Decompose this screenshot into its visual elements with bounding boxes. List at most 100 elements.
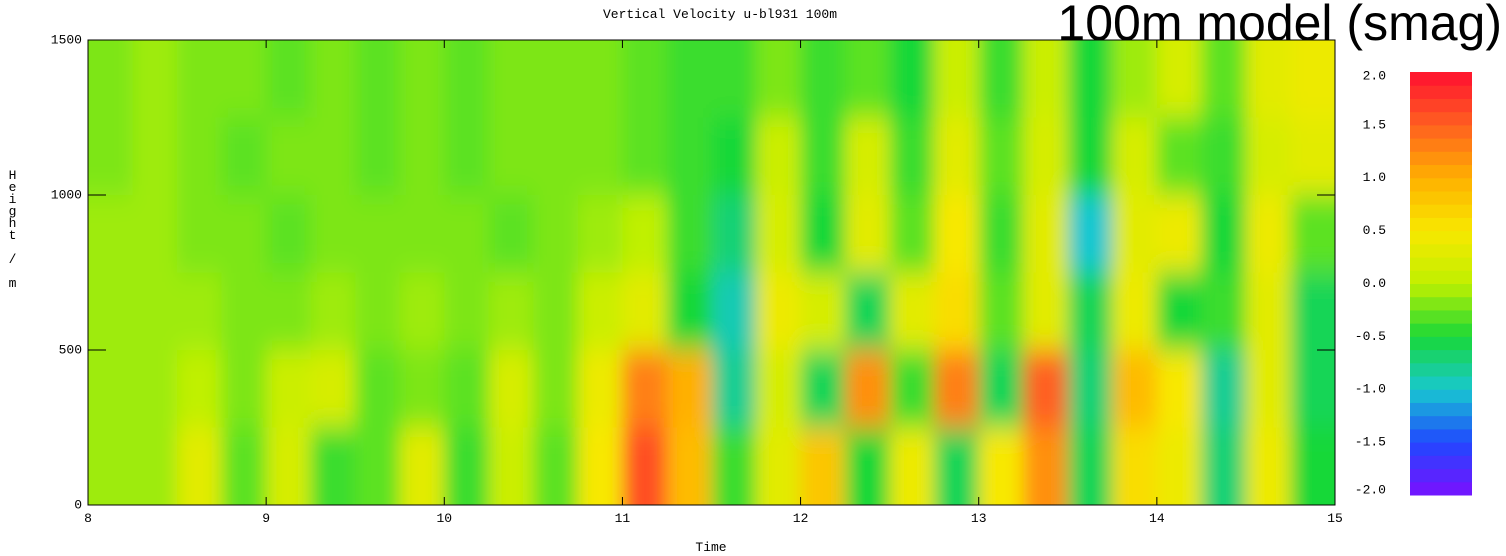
heat-cell — [488, 349, 534, 428]
heat-cell — [1201, 40, 1247, 118]
colorbar-tick-label: 1.5 — [1363, 117, 1386, 132]
heat-cell — [756, 117, 802, 195]
heat-cell — [889, 427, 935, 505]
heat-cell — [1067, 427, 1113, 505]
heat-cell — [533, 117, 579, 195]
heat-cell — [1201, 117, 1247, 195]
heat-cell — [444, 194, 490, 273]
colorbar-band — [1410, 468, 1472, 483]
heat-cell — [533, 272, 579, 350]
heat-cell — [1023, 427, 1069, 505]
heat-cell — [399, 40, 445, 118]
heat-cell — [399, 272, 445, 350]
heat-cell — [177, 117, 223, 195]
heat-cell — [221, 40, 267, 118]
heat-cell — [845, 40, 891, 118]
heat-cell — [1245, 272, 1291, 350]
heat-cell — [800, 117, 846, 195]
plot-area — [88, 40, 1335, 505]
colorbar-band — [1410, 309, 1472, 324]
colorbar-band — [1410, 164, 1472, 179]
colorbar-band — [1410, 230, 1472, 245]
x-axis-label: Time — [695, 540, 726, 555]
heat-cell — [666, 272, 712, 350]
heat-cell — [132, 349, 178, 428]
heat-cell — [444, 117, 490, 195]
heat-cell — [1290, 40, 1335, 118]
heat-cell — [132, 272, 178, 350]
heat-cell — [845, 349, 891, 428]
heat-cell — [978, 117, 1024, 195]
heat-cell — [310, 194, 356, 273]
colorbar-band — [1410, 402, 1472, 417]
heat-cell — [1201, 349, 1247, 428]
heat-cell — [221, 427, 267, 505]
heat-cell — [845, 117, 891, 195]
heat-cell — [1023, 194, 1069, 273]
heat-cell — [399, 349, 445, 428]
heat-cell — [444, 427, 490, 505]
colorbar-band — [1410, 389, 1472, 403]
heat-cell — [132, 117, 178, 195]
heat-cell — [1023, 349, 1069, 428]
heat-cell — [221, 349, 267, 428]
heat-cell — [800, 272, 846, 350]
colorbar-band — [1410, 296, 1472, 311]
heat-cell — [711, 40, 757, 118]
heat-cell — [1245, 117, 1291, 195]
heat-cell — [1290, 117, 1335, 195]
heat-cell — [132, 40, 178, 118]
colorbar-tick-label: 0.0 — [1363, 276, 1386, 291]
heat-cell — [399, 117, 445, 195]
heat-cell — [1067, 272, 1113, 350]
heat-cell — [1067, 40, 1113, 118]
x-tick-label: 11 — [615, 511, 631, 526]
heat-cell — [399, 194, 445, 273]
heat-cell — [488, 427, 534, 505]
heat-cell — [88, 194, 134, 273]
heat-cell — [1290, 349, 1335, 428]
heat-cell — [88, 272, 134, 350]
annotation: 100m model (smag) — [1057, 0, 1502, 51]
heat-cell — [355, 272, 401, 350]
heat-cell — [355, 117, 401, 195]
heat-cell — [756, 40, 802, 118]
heat-cell — [1201, 194, 1247, 273]
heat-cell — [577, 272, 623, 350]
colorbar-tick-label: -0.5 — [1355, 329, 1386, 344]
heat-cell — [488, 117, 534, 195]
heat-cell — [1112, 349, 1158, 428]
heat-cell — [934, 40, 980, 118]
heat-cell — [800, 349, 846, 428]
heat-cell — [533, 40, 579, 118]
heat-cell — [266, 427, 312, 505]
heat-cell — [1112, 40, 1158, 118]
y-tick-label: 1500 — [51, 32, 82, 47]
heat-cell — [533, 194, 579, 273]
heat-cell — [132, 194, 178, 273]
colorbar-band — [1410, 72, 1472, 86]
colorbar-band — [1410, 455, 1472, 470]
heat-cell — [800, 427, 846, 505]
heat-cell — [577, 40, 623, 118]
heat-cell — [889, 349, 935, 428]
heat-cell — [177, 40, 223, 118]
heat-cell — [622, 194, 668, 273]
x-tick-label: 8 — [84, 511, 92, 526]
heat-cell — [1112, 427, 1158, 505]
colorbar-band — [1410, 349, 1472, 364]
heat-cell — [1290, 427, 1335, 505]
heat-cell — [666, 40, 712, 118]
heat-cell — [221, 117, 267, 195]
heat-cell — [1156, 427, 1202, 505]
heat-cell — [355, 349, 401, 428]
heat-cell — [800, 40, 846, 118]
heat-cell — [221, 194, 267, 273]
heat-cell — [889, 272, 935, 350]
colorbar-band — [1410, 362, 1472, 377]
heat-cell — [1156, 349, 1202, 428]
heat-cell — [533, 349, 579, 428]
colorbar-band — [1410, 415, 1472, 430]
